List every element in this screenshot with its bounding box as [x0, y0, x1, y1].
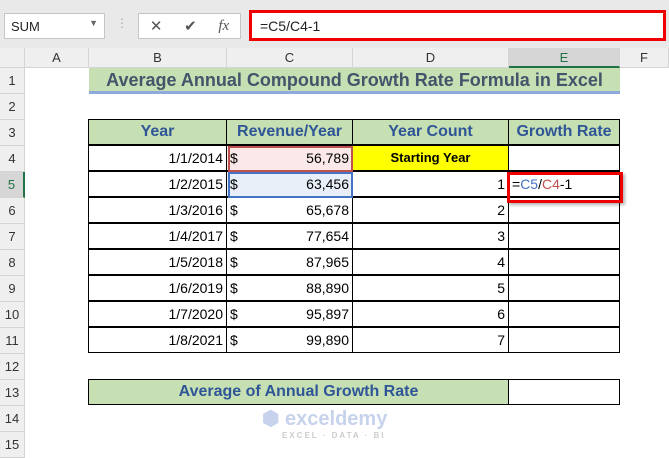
formula-op: /: [538, 176, 542, 192]
row-header[interactable]: 2: [0, 94, 25, 120]
currency-symbol: $: [230, 306, 238, 322]
revenue-value: 77,654: [306, 228, 349, 244]
currency-symbol: $: [230, 202, 238, 218]
row-header[interactable]: 1: [0, 68, 25, 94]
growth-rate-cell[interactable]: [508, 145, 620, 171]
enter-icon[interactable]: ✔: [184, 18, 197, 35]
year-cell[interactable]: 1/1/2014: [88, 145, 227, 171]
row-header[interactable]: 14: [0, 406, 25, 432]
revenue-value: 95,897: [306, 306, 349, 322]
revenue-value: 65,678: [306, 202, 349, 218]
chevron-down-icon[interactable]: ▼: [89, 18, 98, 28]
column-header[interactable]: F: [620, 48, 669, 68]
average-value-cell[interactable]: [508, 379, 620, 405]
sheet-title: Average Annual Compound Growth Rate Form…: [89, 68, 620, 94]
currency-symbol: $: [230, 176, 238, 192]
revenue-cell[interactable]: $99,890: [226, 327, 353, 353]
row-header[interactable]: 5: [0, 172, 25, 198]
growth-rate-cell[interactable]: [508, 301, 620, 327]
column-header[interactable]: D: [353, 48, 509, 68]
year-cell[interactable]: 1/4/2017: [88, 223, 227, 249]
formula-buttons: ✕ ✔ fx: [138, 13, 241, 39]
revenue-value: 56,789: [306, 150, 349, 166]
year-cell[interactable]: 1/7/2020: [88, 301, 227, 327]
year-cell[interactable]: 1/8/2021: [88, 327, 227, 353]
column-header[interactable]: E: [509, 48, 620, 68]
year-count-cell[interactable]: 3: [352, 223, 509, 249]
row-header[interactable]: 13: [0, 380, 25, 406]
row-header[interactable]: 11: [0, 328, 25, 354]
year-count-cell[interactable]: 6: [352, 301, 509, 327]
row-header[interactable]: 12: [0, 354, 25, 380]
grip-icon: ⋮: [116, 16, 128, 30]
revenue-value: 87,965: [306, 254, 349, 270]
name-box[interactable]: SUM ▼: [4, 13, 105, 39]
year-count-cell[interactable]: 7: [352, 327, 509, 353]
table-header: Revenue/Year: [226, 119, 353, 145]
year-count-cell[interactable]: 2: [352, 197, 509, 223]
table-header: Year Count: [352, 119, 509, 145]
row-header[interactable]: 6: [0, 198, 25, 224]
currency-symbol: $: [230, 150, 238, 166]
select-all-button[interactable]: [0, 48, 25, 68]
row-header[interactable]: 15: [0, 432, 25, 458]
year-cell[interactable]: 1/2/2015: [88, 171, 227, 197]
revenue-cell[interactable]: $77,654: [226, 223, 353, 249]
row-header[interactable]: 7: [0, 224, 25, 250]
revenue-value: 63,456: [306, 176, 349, 192]
growth-rate-cell[interactable]: [508, 223, 620, 249]
row-header[interactable]: 8: [0, 250, 25, 276]
row-header[interactable]: 9: [0, 276, 25, 302]
average-label: Average of Annual Growth Rate: [88, 379, 509, 405]
year-cell[interactable]: 1/6/2019: [88, 275, 227, 301]
revenue-cell[interactable]: $88,890: [226, 275, 353, 301]
growth-rate-cell[interactable]: [508, 275, 620, 301]
column-header[interactable]: A: [25, 48, 89, 68]
revenue-cell[interactable]: $63,456: [226, 171, 353, 197]
revenue-cell[interactable]: $65,678: [226, 197, 353, 223]
currency-symbol: $: [230, 280, 238, 296]
revenue-value: 88,890: [306, 280, 349, 296]
cancel-icon[interactable]: ✕: [149, 18, 163, 35]
table-header: Growth Rate: [508, 119, 620, 145]
revenue-cell[interactable]: $95,897: [226, 301, 353, 327]
revenue-cell[interactable]: $87,965: [226, 249, 353, 275]
highlight-box: [507, 172, 623, 203]
column-header[interactable]: C: [227, 48, 353, 68]
currency-symbol: $: [230, 228, 238, 244]
growth-rate-cell[interactable]: [508, 249, 620, 275]
year-cell[interactable]: 1/3/2016: [88, 197, 227, 223]
year-count-cell[interactable]: Starting Year: [352, 145, 509, 171]
name-box-value: SUM: [11, 19, 40, 34]
year-count-cell[interactable]: 4: [352, 249, 509, 275]
revenue-cell[interactable]: $56,789: [226, 145, 353, 171]
column-header[interactable]: B: [89, 48, 227, 68]
formula-eq: =: [512, 176, 521, 192]
formula-ref-c5: C5: [520, 176, 539, 192]
fx-icon[interactable]: fx: [218, 17, 230, 34]
growth-rate-cell[interactable]: [508, 327, 620, 353]
growth-rate-cell[interactable]: [508, 197, 620, 223]
currency-symbol: $: [230, 254, 238, 270]
table-header: Year: [88, 119, 227, 145]
watermark-logo: ⬢ exceldemy EXCEL · DATA · BI: [262, 408, 388, 440]
year-cell[interactable]: 1/5/2018: [88, 249, 227, 275]
year-count-cell[interactable]: 1: [352, 171, 509, 197]
growth-rate-cell-editing[interactable]: =C5/C4-1: [508, 171, 620, 197]
formula-rest: -1: [559, 176, 573, 192]
row-header[interactable]: 3: [0, 120, 25, 146]
formula-ref-c4: C4: [541, 176, 560, 192]
currency-symbol: $: [230, 332, 238, 348]
row-header[interactable]: 4: [0, 146, 25, 172]
row-header[interactable]: 10: [0, 302, 25, 328]
formula-bar[interactable]: =C5/C4-1: [249, 10, 666, 41]
year-count-cell[interactable]: 5: [352, 275, 509, 301]
revenue-value: 99,890: [306, 332, 349, 348]
